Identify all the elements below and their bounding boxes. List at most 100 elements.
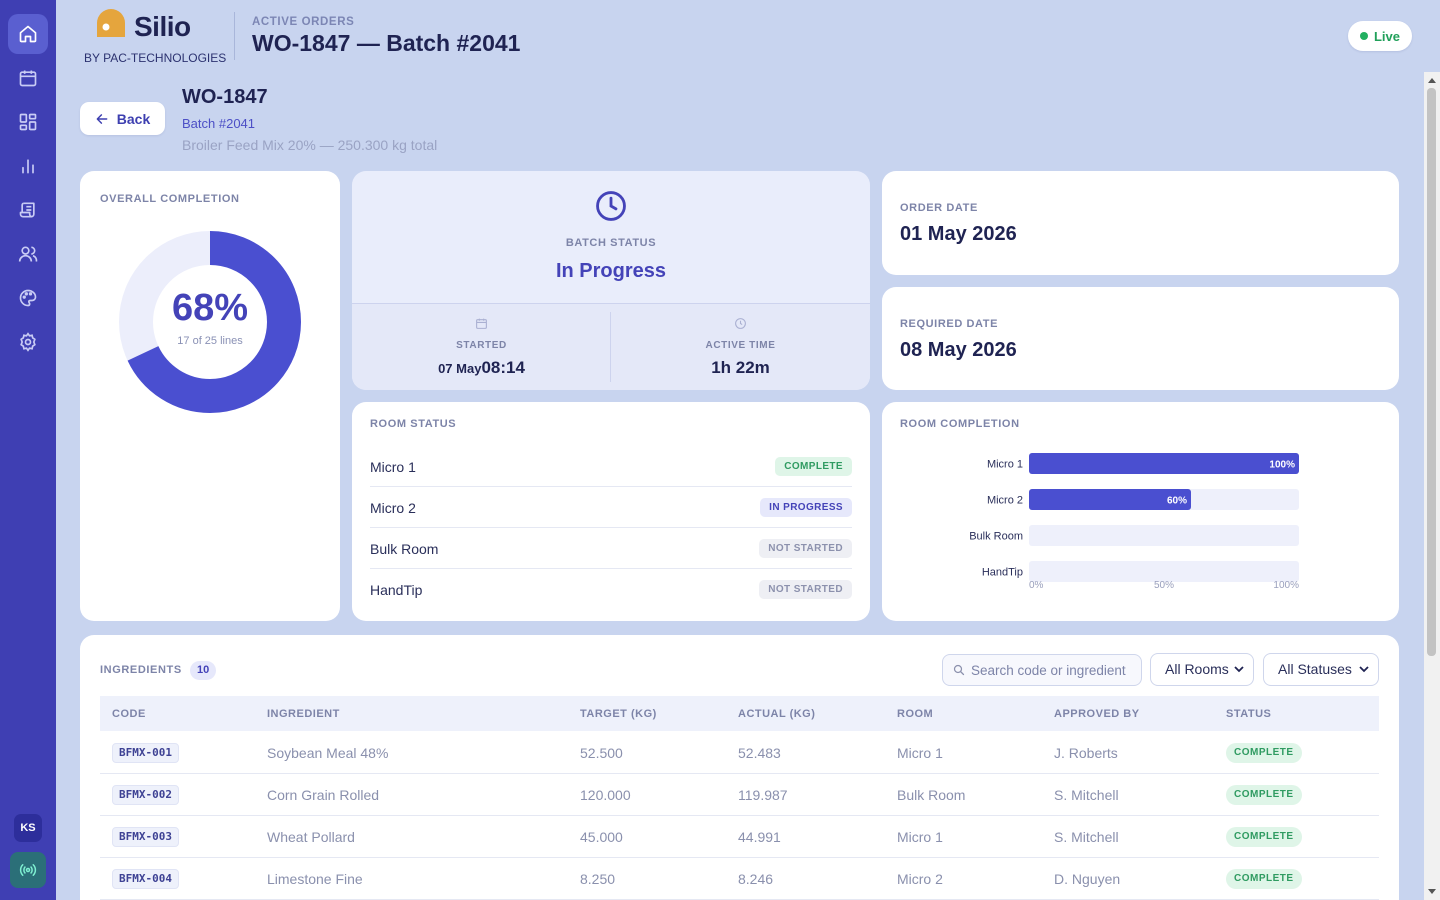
status-filter-value: All Statuses: [1278, 661, 1352, 677]
started-label: STARTED: [456, 340, 507, 351]
active-time-label: ACTIVE TIME: [705, 340, 776, 351]
approved-by: D. Nguyen: [1054, 871, 1121, 887]
room-filter-select[interactable]: All Rooms: [1150, 653, 1254, 686]
room-row-micro-1[interactable]: Micro 1 COMPLETE: [370, 446, 852, 487]
started-value: 07 May08:14: [352, 358, 611, 378]
table-row[interactable]: BFMX-004 Limestone Fine 8.250 8.246 Micr…: [100, 858, 1379, 900]
bar: [1029, 453, 1299, 474]
room-completion-card: ROOM COMPLETION Micro 1 100% Micro 2 60% Bul…: [882, 402, 1399, 621]
col-code[interactable]: CODE: [112, 708, 146, 720]
brand-subtitle: BY PAC-TECHNOLOGIES: [84, 51, 227, 65]
status-badge: COMPLETE: [1226, 869, 1302, 889]
bar-track: [1029, 525, 1299, 546]
sidebar-item-users[interactable]: [8, 234, 48, 274]
col-status[interactable]: STATUS: [1226, 708, 1272, 720]
sidebar-item-reports[interactable]: [8, 146, 48, 186]
room: Micro 2: [897, 871, 943, 887]
chevron-down-icon: [1359, 666, 1369, 673]
back-button[interactable]: Back: [80, 102, 165, 135]
col-actual[interactable]: ACTUAL (KG): [738, 708, 816, 720]
room-name: Micro 1: [370, 459, 416, 475]
col-ingredient[interactable]: INGREDIENT: [267, 708, 340, 720]
target-kg: 8.250: [580, 871, 616, 887]
completion-label: OVERALL COMPLETION: [100, 193, 240, 205]
batch-divider: [352, 303, 870, 304]
back-label: Back: [116, 110, 151, 127]
room-status-card: ROOM STATUS Micro 1 COMPLETE Micro 2 IN …: [352, 402, 870, 621]
bar-chart-icon: [22, 159, 34, 174]
col-room[interactable]: ROOM: [897, 708, 934, 720]
clock-small-icon: [735, 318, 746, 329]
ingredient-code: BFMX-001: [112, 743, 179, 763]
room-name: Bulk Room: [370, 541, 439, 557]
bar-category-label: Bulk Room: [969, 531, 1023, 543]
order-date-value: 01 May 2026: [900, 223, 1017, 245]
room-completion-label: ROOM COMPLETION: [900, 418, 1020, 430]
order-description: Broiler Feed Mix 20% — 250.300 kg total: [182, 137, 438, 153]
ingredient-name: Corn Grain Rolled: [267, 787, 380, 803]
sidebar-item-theme[interactable]: [8, 278, 48, 318]
sidebar-item-settings[interactable]: [8, 322, 48, 362]
started-date: 07 May: [438, 361, 482, 376]
page-scrollbar[interactable]: [1424, 72, 1440, 900]
col-target[interactable]: TARGET (KG): [580, 708, 657, 720]
sidebar-item-live[interactable]: [10, 852, 46, 888]
status-badge: NOT STARTED: [759, 539, 852, 558]
live-label: Live: [1373, 28, 1400, 44]
room-row-micro-2[interactable]: Micro 2 IN PROGRESS: [370, 487, 852, 528]
order-batch-link[interactable]: Batch #2041: [182, 116, 256, 131]
live-dot-icon: [1359, 32, 1368, 40]
search-input[interactable]: [971, 655, 1139, 685]
room-row-handtip[interactable]: HandTip NOT STARTED: [370, 569, 852, 610]
batch-status-label: BATCH STATUS: [565, 237, 657, 249]
ingredients-title: INGREDIENTS: [100, 664, 182, 676]
bar-value-label: 60%: [1167, 496, 1187, 507]
col-approved-by[interactable]: APPROVED BY: [1054, 708, 1140, 720]
table-row[interactable]: BFMX-002 Corn Grain Rolled 120.000 119.9…: [100, 774, 1379, 816]
ingredient-code: BFMX-003: [112, 827, 179, 847]
approved-by: J. Roberts: [1054, 745, 1118, 761]
table-header: CODE INGREDIENT TARGET (KG) ACTUAL (KG) …: [100, 696, 1379, 731]
batch-col-divider: [610, 312, 611, 382]
room-name: HandTip: [370, 582, 423, 598]
actual-kg: 119.987: [738, 787, 788, 803]
user-avatar[interactable]: KS: [14, 814, 42, 842]
x-tick-label: 50%: [1154, 580, 1174, 591]
page-title: WO-1847 — Batch #2041: [252, 30, 521, 56]
bar-category-label: Micro 1: [987, 459, 1023, 471]
sidebar-item-recipes[interactable]: [8, 190, 48, 230]
dashboard-icon: [19, 113, 37, 131]
ingredients-card: INGREDIENTS 10 All Rooms All Statuses CO…: [80, 635, 1399, 900]
gear-icon: [20, 332, 36, 352]
palette-icon: [19, 289, 37, 307]
started-block: STARTED 07 May08:14: [352, 304, 611, 390]
table-row[interactable]: BFMX-003 Wheat Pollard 45.000 44.991 Mic…: [100, 816, 1379, 858]
room-filter-value: All Rooms: [1165, 661, 1229, 677]
sidebar-item-dashboard[interactable]: [8, 102, 48, 142]
order-date-label: ORDER DATE: [900, 202, 978, 214]
sidebar-item-calendar[interactable]: [8, 58, 48, 98]
completion-percent: 68%: [171, 287, 249, 329]
scroll-thumb[interactable]: [1427, 88, 1436, 656]
chevron-down-icon: [1234, 666, 1244, 673]
scroll-down-icon[interactable]: [1428, 889, 1436, 894]
ingredient-name: Limestone Fine: [267, 871, 363, 887]
status-filter-select[interactable]: All Statuses: [1263, 653, 1379, 686]
required-date-label: REQUIRED DATE: [900, 318, 999, 330]
status-badge: COMPLETE: [775, 457, 852, 476]
sidebar: KS: [0, 0, 56, 900]
completion-lines: 17 of 25 lines: [177, 335, 243, 347]
table-row[interactable]: BFMX-001 Soybean Meal 48% 52.500 52.483 …: [100, 732, 1379, 774]
actual-kg: 52.483: [738, 745, 781, 761]
completion-donut: [119, 231, 301, 413]
users-icon: [18, 246, 38, 262]
scroll-up-icon[interactable]: [1428, 78, 1436, 83]
live-indicator[interactable]: Live: [1347, 21, 1412, 51]
x-tick-label: 0%: [1029, 580, 1044, 591]
brand-name: Silio: [134, 11, 191, 42]
target-kg: 45.000: [580, 829, 623, 845]
sidebar-item-home[interactable]: [8, 14, 48, 54]
ingredient-search[interactable]: [942, 654, 1142, 686]
target-kg: 52.500: [580, 745, 623, 761]
room-row-bulk-room[interactable]: Bulk Room NOT STARTED: [370, 528, 852, 569]
